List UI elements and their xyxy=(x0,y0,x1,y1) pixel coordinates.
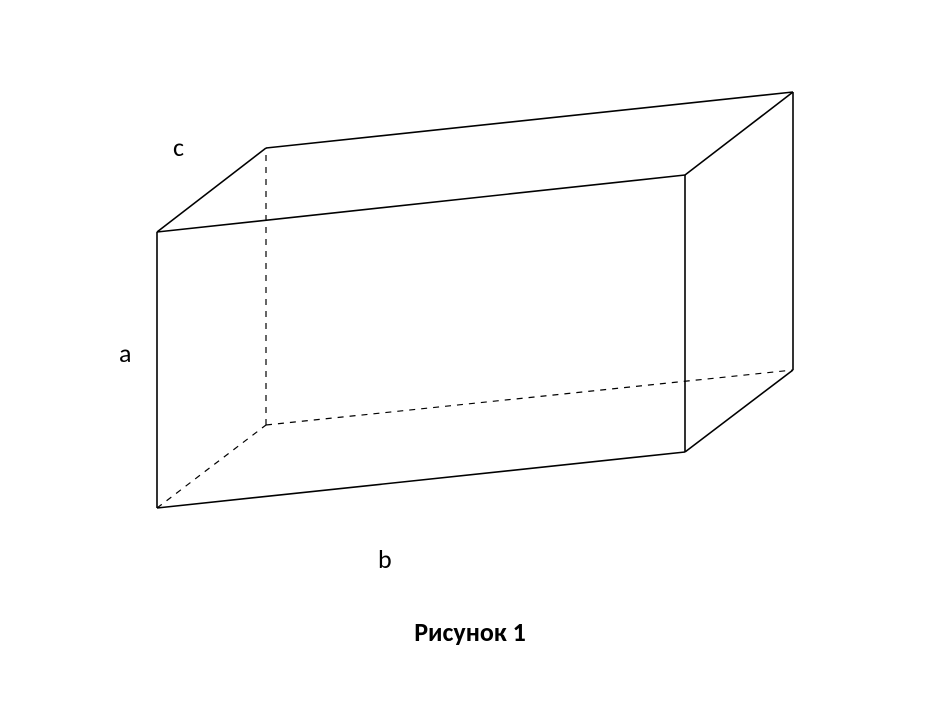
edge-label-b: b xyxy=(378,546,392,572)
edge-label-c: c xyxy=(173,134,184,160)
box-wireframe xyxy=(0,0,940,705)
edge-label-a: a xyxy=(119,340,131,366)
figure-caption: Рисунок 1 xyxy=(0,616,940,648)
